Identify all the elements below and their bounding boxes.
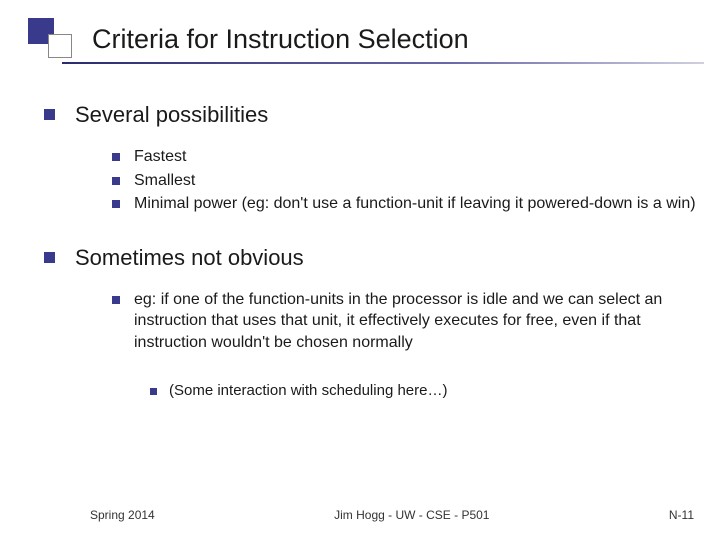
slide-footer: Spring 2014 Jim Hogg - UW - CSE - P501 N… xyxy=(0,508,720,522)
item-text: Fastest xyxy=(134,146,186,168)
bullet-square-icon xyxy=(112,177,120,185)
sub-bullet-list: (Some interaction with scheduling here…) xyxy=(150,382,696,399)
slide-content: Several possibilities Fastest Smallest M… xyxy=(0,60,720,399)
bullet-square-icon xyxy=(150,388,157,395)
footer-center: Jim Hogg - UW - CSE - P501 xyxy=(334,508,489,522)
title-underline xyxy=(62,62,704,64)
bullet-square-icon xyxy=(44,252,55,263)
heading-text: Several possibilities xyxy=(75,102,268,128)
sub-list-item: (Some interaction with scheduling here…) xyxy=(150,382,696,399)
slide-logo xyxy=(28,18,76,60)
section-heading: Sometimes not obvious xyxy=(44,245,696,271)
bullet-square-icon xyxy=(112,153,120,161)
sub-item-text: (Some interaction with scheduling here…) xyxy=(169,382,447,399)
item-text: Minimal power (eg: don't use a function-… xyxy=(134,193,696,215)
bullet-list: eg: if one of the function-units in the … xyxy=(112,289,696,399)
bullet-square-icon xyxy=(44,109,55,120)
item-text: eg: if one of the function-units in the … xyxy=(134,289,696,354)
footer-left: Spring 2014 xyxy=(90,508,155,522)
title-bar: Criteria for Instruction Selection xyxy=(0,0,720,60)
footer-right: N-11 xyxy=(669,508,694,522)
list-item: Smallest xyxy=(112,170,696,192)
section-heading: Several possibilities xyxy=(44,102,696,128)
bullet-list: Fastest Smallest Minimal power (eg: don'… xyxy=(112,146,696,215)
list-item: eg: if one of the function-units in the … xyxy=(112,289,696,354)
bullet-square-icon xyxy=(112,200,120,208)
slide-title: Criteria for Instruction Selection xyxy=(92,24,469,55)
list-item: Fastest xyxy=(112,146,696,168)
heading-text: Sometimes not obvious xyxy=(75,245,304,271)
list-item: Minimal power (eg: don't use a function-… xyxy=(112,193,696,215)
bullet-square-icon xyxy=(112,296,120,304)
item-text: Smallest xyxy=(134,170,195,192)
